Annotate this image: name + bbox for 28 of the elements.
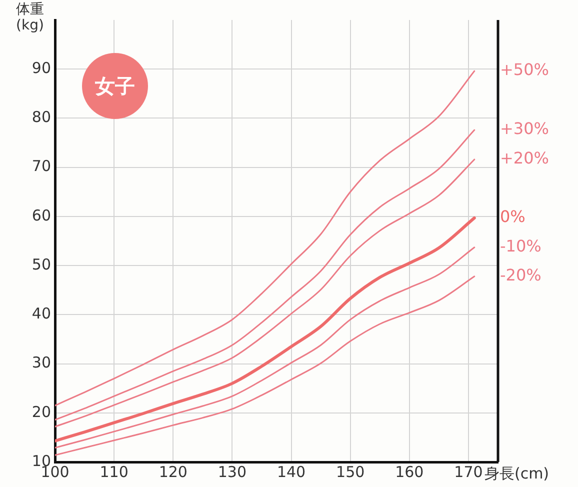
y-tick-label: 30 xyxy=(32,354,51,372)
line-series xyxy=(55,70,476,406)
x-tick-label: 160 xyxy=(395,462,424,481)
x-tick-label: 140 xyxy=(276,462,306,481)
y-tick-label: 50 xyxy=(32,255,51,274)
x-tick-label: 120 xyxy=(158,462,188,481)
series-label: -10% xyxy=(500,236,542,256)
x-tick-label: 170 xyxy=(454,462,483,481)
x-tick-label: 130 xyxy=(218,462,247,481)
y-tick-label: 90 xyxy=(32,59,51,77)
y-tick-label: 40 xyxy=(32,304,51,323)
line-series xyxy=(55,246,476,449)
y-tick-label: 80 xyxy=(32,108,51,126)
series-label: 0% xyxy=(500,207,526,226)
line-series xyxy=(55,216,476,442)
y-tick-label: 60 xyxy=(32,206,51,224)
line-series xyxy=(55,276,476,456)
series-label: -20% xyxy=(500,266,542,285)
series-label: +30% xyxy=(500,119,549,138)
series-label: +20% xyxy=(500,148,549,168)
series-label: +50% xyxy=(500,60,549,80)
x-tick-label: 150 xyxy=(336,462,365,481)
x-axis-title: 身長(cm) xyxy=(484,464,550,482)
y-axis-title: 体重 (kg) xyxy=(16,2,44,34)
y-tick-label: 20 xyxy=(32,402,51,421)
x-tick-label: 110 xyxy=(100,462,128,481)
circle-badge: 女子 xyxy=(82,53,148,119)
y-tick-label: 70 xyxy=(32,157,51,176)
